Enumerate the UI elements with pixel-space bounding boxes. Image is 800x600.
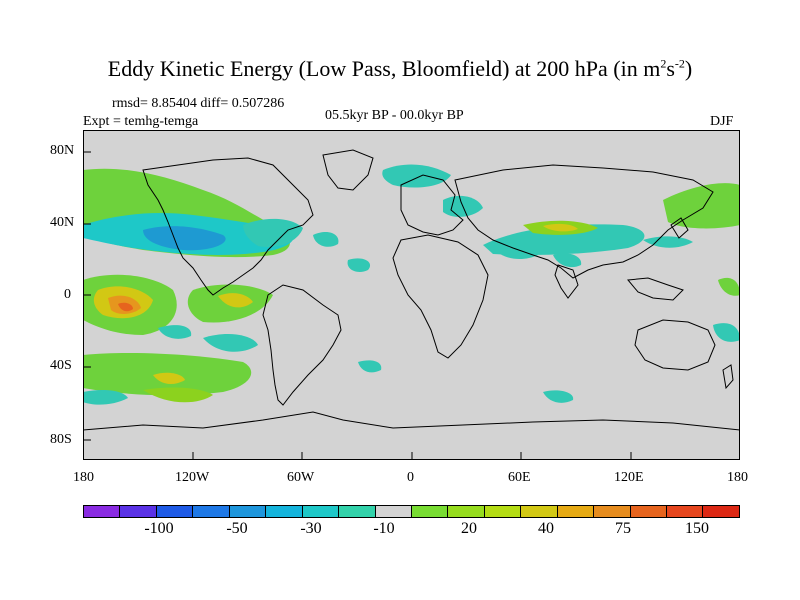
field-north-atlantic-cyan — [243, 218, 303, 248]
colorbar-cell-2 — [156, 506, 194, 517]
title-sup-1: 2 — [660, 56, 667, 71]
colorbar-cell-13 — [557, 506, 595, 517]
lat-label-40n: 40N — [50, 215, 75, 230]
coast-south-america — [262, 284, 342, 406]
field-tropical-pacific-red — [118, 302, 133, 312]
colorbar-cell-0 — [84, 506, 121, 517]
coast-antarctica — [83, 411, 740, 431]
lon-label-60w: 60W — [287, 470, 315, 485]
colorbar-label-neg100: -100 — [144, 520, 174, 537]
field-tropical-atlantic-cyan — [203, 334, 258, 352]
coast-north-america — [142, 157, 314, 296]
coast-india — [554, 264, 579, 299]
coast-se-asia — [627, 277, 684, 301]
colorbar — [83, 505, 740, 518]
colorbar-label-40: 40 — [538, 520, 554, 537]
colorbar-cell-14 — [594, 506, 631, 517]
title-sup-2: -2 — [674, 56, 685, 71]
colorbar-cell-3 — [193, 506, 230, 517]
lat-label-80n: 80N — [50, 143, 75, 158]
lon-label-180w: 180 — [73, 470, 94, 485]
field-tropical-pacific-cyan — [158, 325, 192, 339]
colorbar-cell-15 — [630, 506, 667, 517]
colorbar-cell-8 — [375, 506, 412, 517]
title-close-paren: ) — [684, 56, 693, 81]
lat-label-0: 0 — [64, 287, 71, 302]
lon-label-60e: 60E — [508, 470, 531, 485]
world-map — [83, 130, 740, 460]
field-india-cyan — [553, 253, 582, 268]
colorbar-label-20: 20 — [461, 520, 477, 537]
field-asia-jet-yellow — [543, 223, 578, 232]
colorbar-cell-5 — [266, 506, 303, 517]
colorbar-label-neg30: -30 — [300, 520, 322, 537]
colorbar-cell-6 — [302, 506, 340, 517]
colorbar-cell-9 — [411, 506, 449, 517]
period-label: 05.5kyr BP - 00.0kyr BP — [325, 108, 464, 123]
field-nw-pacific-green — [663, 183, 740, 229]
colorbar-label-neg10: -10 — [373, 520, 395, 537]
axis-ticks — [83, 151, 632, 460]
lon-label-180e: 180 — [727, 470, 748, 485]
field-south-indian-cyan — [543, 390, 574, 403]
colorbar-cell-10 — [448, 506, 485, 517]
figure-title: Eddy Kinetic Energy (Low Pass, Bloomfiel… — [0, 56, 800, 82]
stats-label: rmsd= 8.85404 diff= 0.507286 — [112, 96, 285, 111]
field-south-pacific-green2 — [143, 387, 213, 403]
title-text: Eddy Kinetic Energy (Low Pass, Bloomfiel… — [107, 56, 661, 81]
field-east-pacific-south-cyan — [358, 360, 382, 373]
lat-label-40s: 40S — [50, 358, 72, 373]
colorbar-cell-17 — [703, 506, 739, 517]
season-label: DJF — [710, 114, 734, 129]
expt-label: Expt = temhg-temga — [83, 114, 199, 129]
colorbar-cell-7 — [339, 506, 376, 517]
lon-label-120w: 120W — [175, 470, 210, 485]
field-north-pacific-blue — [143, 226, 226, 251]
colorbar-cell-11 — [484, 506, 522, 517]
field-scandinavia-cyan — [382, 164, 451, 188]
field-south-pacific-yellow — [153, 372, 185, 385]
coast-japan — [670, 217, 689, 239]
field-atlantic-cyan-small — [313, 231, 339, 247]
field-north-america-cyan — [493, 245, 538, 260]
colorbar-label-150: 150 — [685, 520, 709, 537]
field-west-pacific-green — [718, 277, 740, 296]
coast-australia — [634, 319, 716, 371]
coast-greenland — [322, 149, 374, 191]
map-frame — [83, 130, 740, 460]
field-tropical-pacific-yellow2 — [218, 293, 253, 308]
field-south-pacific-cyan — [83, 390, 128, 405]
colorbar-label-neg50: -50 — [226, 520, 248, 537]
title-unit-s: s — [666, 56, 675, 81]
lon-label-120e: 120E — [614, 470, 644, 485]
field-west-africa-cyan — [347, 258, 371, 272]
field-australia-east-cyan — [713, 323, 740, 342]
colorbar-cell-4 — [229, 506, 267, 517]
coast-europe — [400, 174, 464, 236]
lon-label-0: 0 — [407, 470, 414, 485]
lat-label-80s: 80S — [50, 432, 72, 447]
colorbar-cell-12 — [521, 506, 558, 517]
field-nw-pacific-cyan — [643, 236, 693, 248]
colorbar-label-75: 75 — [615, 520, 631, 537]
colorbar-cell-1 — [120, 506, 157, 517]
coastlines — [83, 149, 740, 431]
coast-asia — [454, 164, 714, 279]
colorbar-cell-16 — [667, 506, 704, 517]
coast-new-zealand — [722, 364, 734, 390]
coast-africa — [392, 234, 489, 359]
